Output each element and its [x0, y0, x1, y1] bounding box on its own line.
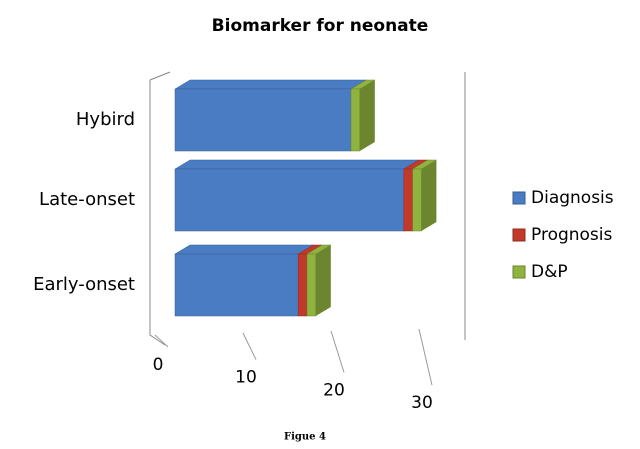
bar — [306, 253, 317, 317]
bar-side — [359, 80, 375, 151]
chart-title: Biomarker for neonate — [212, 16, 429, 36]
y-tick-label: Early-onset — [33, 274, 135, 295]
bar-top — [174, 159, 420, 170]
y-tick-label: Hybird — [76, 109, 135, 130]
legend-swatch — [512, 265, 526, 279]
bar-side — [421, 160, 437, 231]
bar — [412, 168, 422, 232]
bar — [350, 88, 361, 152]
back-wall — [149, 80, 166, 346]
grid-line — [154, 334, 169, 348]
bar-side — [315, 245, 331, 316]
caption: Figue 4 — [284, 432, 326, 443]
wall-edge — [149, 71, 171, 81]
legend-label: Prognosis — [531, 225, 613, 245]
bar-top — [174, 79, 367, 90]
legend-swatch — [512, 191, 526, 205]
bar — [174, 88, 352, 152]
bar — [297, 253, 308, 317]
grid-line — [330, 330, 345, 373]
bar — [174, 168, 405, 232]
x-tick-label: 10 — [235, 368, 257, 388]
x-tick-label: 0 — [153, 355, 164, 375]
bar-top — [174, 244, 315, 255]
x-tick-label: 30 — [411, 393, 433, 413]
grid-line — [418, 328, 433, 386]
legend-swatch — [512, 228, 526, 242]
grid-line — [242, 332, 257, 360]
bar — [403, 168, 413, 232]
y-tick-label: Late-onset — [39, 189, 135, 210]
legend-label: Diagnosis — [531, 188, 614, 208]
x-tick-label: 20 — [323, 380, 345, 400]
bar — [174, 253, 299, 317]
legend-label: D&P — [531, 262, 568, 282]
